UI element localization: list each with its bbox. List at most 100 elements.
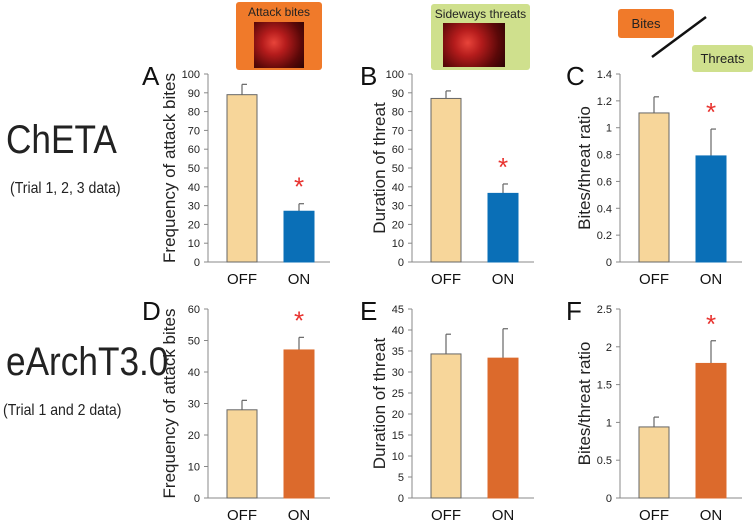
y-tick-label-f: 0.5: [597, 455, 612, 467]
row-title-cheta: ChETA: [6, 118, 117, 162]
y-tick-label-e: 30: [392, 367, 404, 379]
y-tick-label-c: 0.4: [597, 203, 612, 215]
y-tick-label-a: 20: [188, 219, 200, 231]
row-title-earch: eArchT3.0: [6, 340, 169, 384]
bar-d-off: [226, 409, 258, 499]
x-tick-label-a: OFF: [227, 271, 257, 288]
threats-box: Threats: [692, 45, 753, 72]
y-tick-label-c: 0.2: [597, 230, 612, 242]
y-tick-label-b: 100: [386, 69, 404, 81]
row-subtitle-cheta: (Trial 1, 2, 3 data): [10, 180, 121, 197]
significance-asterisk-c: *: [706, 97, 716, 127]
attack-bites-label: Attack bites: [247, 5, 311, 19]
y-tick-label-e: 10: [392, 451, 404, 463]
y-tick-label-b: 10: [392, 238, 404, 250]
y-tick-label-e: 35: [392, 346, 404, 358]
row-subtitle-earch: (Trial 1 and 2 data): [3, 402, 122, 419]
y-tick-label-c: 0.8: [597, 150, 612, 162]
y-tick-label-f: 1.5: [597, 380, 612, 392]
y-axis-label-c: Bites/threat ratio: [575, 106, 594, 230]
y-tick-label-d: 40: [188, 367, 200, 379]
y-tick-label-e: 45: [392, 304, 404, 316]
panel-letter-a: A: [142, 61, 160, 91]
y-tick-label-b: 90: [392, 88, 404, 100]
sideways-threats-photo: [443, 23, 505, 67]
y-tick-label-a: 100: [182, 69, 200, 81]
bar-c-off: [638, 112, 670, 263]
panel-letter-c: C: [566, 61, 585, 91]
y-tick-label-b: 20: [392, 219, 404, 231]
ratio-slash: [651, 15, 707, 59]
sideways-threats-label: Sideways threats: [434, 7, 527, 21]
bar-b-on: [487, 192, 519, 263]
y-tick-label-e: 40: [392, 325, 404, 337]
y-tick-label-d: 50: [188, 336, 200, 348]
y-tick-label-d: 20: [188, 430, 200, 442]
sideways-threats-header: Sideways threats: [431, 4, 530, 70]
y-tick-label-f: 1: [606, 417, 612, 429]
y-tick-label-a: 70: [188, 125, 200, 137]
x-tick-label-e: OFF: [431, 507, 461, 522]
y-axis-label-f: Bites/threat ratio: [575, 342, 594, 466]
panel-letter-f: F: [566, 296, 582, 326]
y-tick-label-c: 0.6: [597, 176, 612, 188]
x-tick-label-e: ON: [492, 507, 515, 522]
bar-a-off: [226, 94, 258, 263]
significance-asterisk-b: *: [498, 152, 508, 182]
y-tick-label-b: 40: [392, 182, 404, 194]
x-tick-label-d: OFF: [227, 507, 257, 522]
y-tick-label-c: 1: [606, 123, 612, 135]
bar-e-on: [487, 357, 519, 499]
y-tick-label-d: 0: [194, 493, 200, 505]
y-tick-label-a: 10: [188, 238, 200, 250]
y-tick-label-e: 0: [398, 493, 404, 505]
x-tick-label-c: ON: [700, 271, 723, 288]
y-tick-label-e: 15: [392, 430, 404, 442]
y-axis-label-b: Duration of threat: [370, 102, 389, 234]
y-tick-label-a: 30: [188, 201, 200, 213]
y-tick-label-c: 0: [606, 257, 612, 269]
bar-b-off: [430, 97, 462, 263]
bar-e-off: [430, 353, 462, 499]
bar-a-on: [283, 210, 315, 263]
x-tick-label-f: OFF: [639, 507, 669, 522]
x-tick-label-b: ON: [492, 271, 515, 288]
attack-bites-photo: [254, 22, 304, 68]
y-axis-label-a: Frequency of attack bites: [160, 73, 179, 263]
y-tick-label-f: 2: [606, 342, 612, 354]
y-axis-label-d: Frequency of attack bites: [160, 309, 179, 499]
x-tick-label-b: OFF: [431, 271, 461, 288]
panel-letter-e: E: [360, 296, 377, 326]
y-tick-label-d: 30: [188, 399, 200, 411]
y-tick-label-d: 10: [188, 462, 200, 474]
y-tick-label-c: 1.4: [597, 69, 612, 81]
panel-letter-b: B: [360, 61, 377, 91]
y-tick-label-a: 50: [188, 163, 200, 175]
bites-box: Bites: [618, 9, 674, 38]
y-tick-label-a: 0: [194, 257, 200, 269]
y-axis-label-e: Duration of threat: [370, 338, 389, 470]
y-tick-label-a: 80: [188, 107, 200, 119]
significance-asterisk-f: *: [706, 309, 716, 339]
attack-bites-header: Attack bites: [236, 2, 322, 70]
bar-f-off: [638, 426, 670, 499]
y-tick-label-a: 40: [188, 182, 200, 194]
significance-asterisk-a: *: [294, 172, 304, 202]
y-tick-label-e: 25: [392, 388, 404, 400]
y-tick-label-b: 0: [398, 257, 404, 269]
panel-letter-d: D: [142, 296, 161, 326]
bar-c-on: [695, 155, 727, 263]
bar-f-on: [695, 362, 727, 499]
y-tick-label-c: 1.2: [597, 96, 612, 108]
y-tick-label-a: 90: [188, 88, 200, 100]
y-tick-label-f: 2.5: [597, 304, 612, 316]
y-tick-label-b: 60: [392, 144, 404, 156]
x-tick-label-d: ON: [288, 507, 311, 522]
x-tick-label-f: ON: [700, 507, 723, 522]
bar-d-on: [283, 349, 315, 499]
y-tick-label-b: 50: [392, 163, 404, 175]
y-tick-label-b: 70: [392, 125, 404, 137]
y-tick-label-e: 5: [398, 472, 404, 484]
significance-asterisk-d: *: [294, 305, 304, 335]
